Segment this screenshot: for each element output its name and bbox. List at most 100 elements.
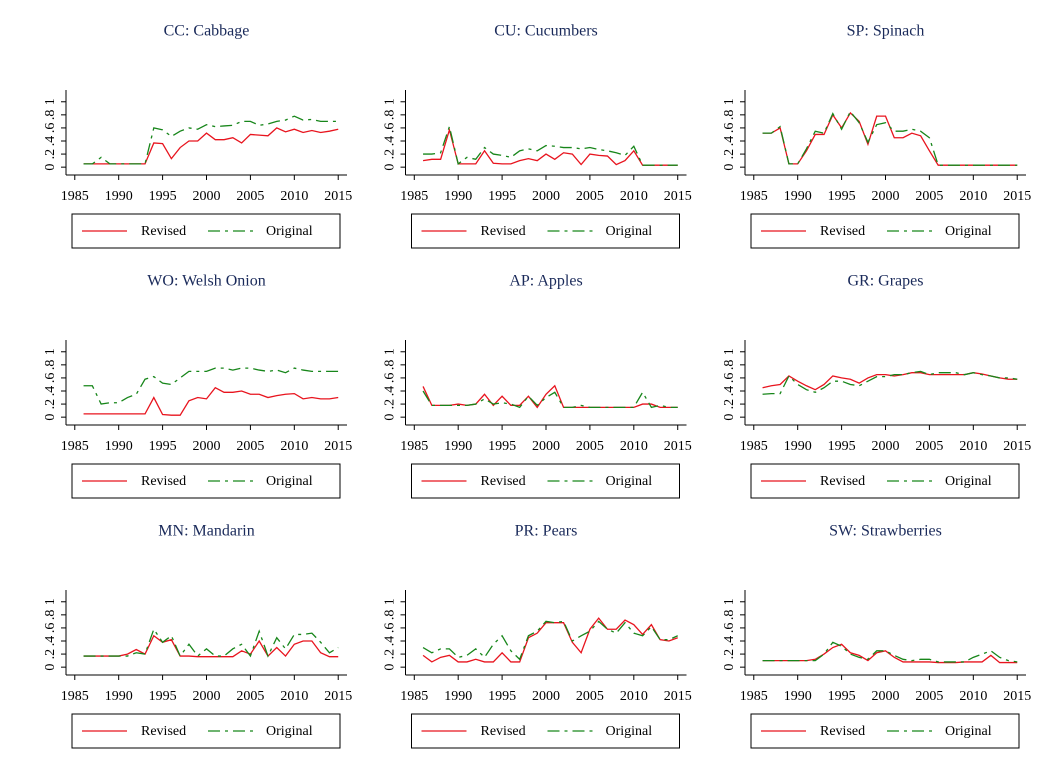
y-tick-label: 0: [383, 664, 398, 671]
x-tick-label: 2010: [620, 689, 648, 704]
x-tick-label: 1990: [444, 439, 472, 454]
x-tick-label: 1985: [740, 189, 768, 204]
chart-title: AP: Apples: [509, 273, 582, 290]
x-tick-label: 1995: [828, 439, 856, 454]
x-tick-label: 1985: [400, 689, 428, 704]
x-tick-label: 1995: [488, 189, 516, 204]
legend-label: Original: [606, 474, 653, 489]
y-tick-label: .8: [383, 610, 398, 621]
x-tick-label: 1985: [740, 439, 768, 454]
x-tick-label: 1995: [149, 189, 177, 204]
x-tick-label: 2005: [236, 189, 264, 204]
chart-panel: WO: Welsh Onion 0 .2 .4 .6 .8 1 1985 1990 1995 200…: [43, 273, 352, 499]
x-tick-label: 1990: [105, 439, 133, 454]
x-tick-label: 1990: [444, 189, 472, 204]
series-line: [422, 390, 678, 409]
y-tick-label: 0: [43, 414, 58, 421]
y-tick-label: 1: [722, 348, 737, 355]
chart-title: GR: Grapes: [848, 273, 924, 290]
y-tick-label: .8: [43, 360, 58, 371]
x-tick-label: 2015: [664, 439, 692, 454]
chart-title: SW: Strawberries: [829, 523, 942, 540]
chart-panel: MN: Mandarin 0 .2 .4 .6 .8 1 1985 1990 1995 2000 20…: [43, 523, 352, 749]
y-tick-label: 1: [43, 598, 58, 605]
y-tick-label: .2: [722, 649, 737, 660]
legend-box: [411, 463, 680, 499]
y-tick-label: .6: [383, 373, 398, 384]
chart-title: CC: Cabbage: [164, 23, 250, 40]
x-tick-label: 1985: [740, 689, 768, 704]
x-tick-label: 1995: [488, 439, 516, 454]
y-tick-label: 1: [383, 348, 398, 355]
x-tick-label: 2000: [872, 439, 900, 454]
y-tick-label: .2: [43, 399, 58, 410]
chart-title: PR: Pears: [515, 523, 578, 540]
chart-title: CU: Cucumbers: [494, 23, 598, 40]
legend-label: Revised: [820, 724, 865, 739]
x-tick-label: 1995: [828, 689, 856, 704]
legend-label: Original: [266, 724, 313, 739]
y-tick-label: 1: [43, 348, 58, 355]
chart-title: MN: Mandarin: [158, 523, 254, 540]
y-tick-label: .8: [722, 360, 737, 371]
chart-panel: CC: Cabbage 0 .2 .4 .6 .8 1 1985 1990 1995 2000 200…: [43, 23, 352, 249]
y-tick-label: 1: [722, 598, 737, 605]
x-tick-label: 1985: [400, 439, 428, 454]
series-line: [83, 367, 339, 405]
chart-panel: GR: Grapes 0 .2 .4 .6 .8 1 1985 1990 1995 2000 2005…: [722, 273, 1031, 499]
legend-label: Revised: [820, 474, 865, 489]
y-tick-label: .4: [43, 636, 58, 647]
legend-label: Revised: [141, 724, 186, 739]
y-tick-label: .2: [383, 399, 398, 410]
y-tick-label: 0: [383, 414, 398, 421]
y-tick-label: .6: [43, 623, 58, 634]
legend-label: Revised: [141, 224, 186, 239]
y-tick-label: .4: [43, 386, 58, 397]
x-tick-label: 2010: [959, 689, 987, 704]
y-tick-label: .2: [383, 649, 398, 660]
x-tick-label: 2015: [664, 189, 692, 204]
chart-panel: CU: Cucumbers 0 .2 .4 .6 .8 1 1985 1990 1995 2000 2…: [383, 23, 692, 249]
legend-label: Revised: [481, 724, 526, 739]
y-tick-label: .6: [722, 623, 737, 634]
y-tick-label: 1: [383, 598, 398, 605]
x-tick-label: 2000: [872, 189, 900, 204]
y-tick-label: .8: [43, 610, 58, 621]
legend-label: Revised: [481, 224, 526, 239]
y-tick-label: 1: [43, 98, 58, 105]
y-tick-label: .4: [383, 136, 398, 147]
series-line: [83, 127, 339, 165]
chart-panel: AP: Apples 0 .2 .4 .6 .8 1 1985 1990 1995 2000 2005…: [383, 273, 692, 499]
series-line: [83, 386, 339, 416]
x-tick-label: 2000: [872, 689, 900, 704]
x-tick-label: 1995: [828, 189, 856, 204]
x-tick-label: 1985: [61, 189, 89, 204]
x-tick-label: 2010: [959, 189, 987, 204]
series-line: [762, 641, 1018, 663]
x-tick-label: 2000: [532, 689, 560, 704]
x-tick-label: 2010: [620, 189, 648, 204]
y-tick-label: .4: [383, 636, 398, 647]
x-tick-label: 2015: [1003, 439, 1031, 454]
legend-label: Revised: [820, 224, 865, 239]
series-line: [762, 370, 1018, 395]
y-tick-label: .6: [43, 373, 58, 384]
y-tick-label: 0: [383, 164, 398, 171]
y-tick-label: .2: [43, 149, 58, 160]
y-tick-label: 0: [43, 664, 58, 671]
x-tick-label: 1990: [784, 439, 812, 454]
x-tick-label: 1985: [61, 689, 89, 704]
x-tick-label: 1995: [149, 439, 177, 454]
chart-title: WO: Welsh Onion: [147, 273, 265, 290]
series-line: [83, 634, 339, 658]
y-tick-label: 0: [722, 664, 737, 671]
x-tick-label: 2010: [620, 439, 648, 454]
legend-label: Revised: [481, 474, 526, 489]
legend-label: Original: [266, 224, 313, 239]
series-line: [423, 124, 678, 166]
series-line: [762, 110, 1018, 166]
x-tick-label: 2000: [193, 689, 221, 704]
x-tick-label: 1990: [105, 189, 133, 204]
y-tick-label: .6: [383, 123, 398, 134]
